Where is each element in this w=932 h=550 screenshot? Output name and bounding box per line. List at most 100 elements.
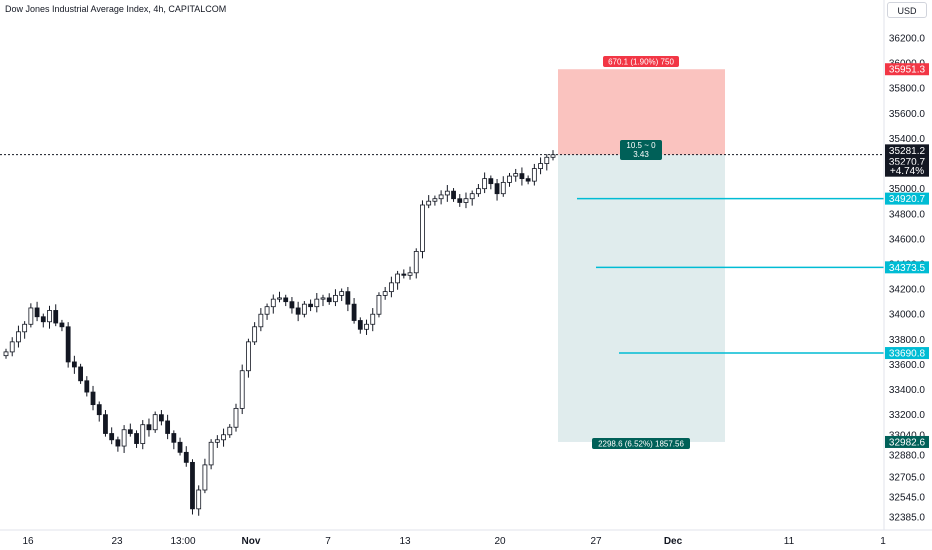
candle [382, 286, 388, 300]
candle [165, 414, 171, 440]
price-axis[interactable]: 36200.036000.035800.035600.035400.035000… [889, 34, 926, 524]
candle [413, 248, 419, 279]
candle [308, 299, 313, 312]
candle [127, 423, 133, 437]
price-tick: 33200.0 [889, 410, 926, 421]
risk-label-text: 670.1 (1.90%) 750 [608, 58, 674, 67]
candle [507, 172, 512, 187]
candle [395, 270, 401, 290]
candle [364, 319, 369, 335]
candle [183, 446, 189, 467]
time-axis[interactable]: 16 23 13:00 Nov 7 13 20 27 Dec 11 1 [22, 536, 886, 547]
candle [115, 436, 121, 452]
candle [140, 420, 146, 450]
price-tick: 34000.0 [889, 310, 926, 321]
time-tick: 1 [880, 536, 886, 547]
chart-title: Dow Jones Industrial Average Index, 4h, … [5, 4, 226, 14]
price-tick: 34200.0 [889, 285, 926, 296]
candle [376, 292, 382, 318]
price-label-last: 35281.2 [885, 144, 929, 157]
svg-text:35281.2: 35281.2 [889, 146, 926, 157]
candle [426, 195, 432, 209]
candle [451, 188, 456, 202]
price-tick: 33400.0 [889, 385, 926, 396]
candle [9, 337, 15, 357]
candle [538, 157, 543, 175]
candle [71, 355, 77, 374]
candle [513, 168, 519, 182]
candle [103, 410, 108, 437]
candle [258, 308, 264, 332]
candle [357, 317, 363, 334]
candle [221, 428, 226, 447]
price-tick: 33600.0 [889, 360, 926, 371]
price-tick: 33800.0 [889, 335, 926, 346]
candle [420, 200, 425, 259]
candle [339, 288, 345, 302]
time-tick: 13 [399, 536, 411, 547]
svg-text:35270.7: 35270.7 [889, 157, 926, 168]
price-tick: 32705.0 [889, 472, 926, 483]
price-tick: 32545.0 [889, 492, 926, 503]
time-tick: 23 [111, 536, 123, 547]
candle [40, 313, 46, 328]
candle [482, 172, 488, 194]
candle [519, 167, 525, 186]
candle [158, 410, 164, 426]
candle [196, 485, 202, 516]
candle [494, 179, 500, 201]
price-label-target: 34920.7 [885, 192, 929, 205]
candle [146, 418, 152, 437]
candle [550, 150, 556, 161]
svg-text:+4.74%: +4.74% [890, 166, 924, 177]
svg-text:35951.3: 35951.3 [889, 65, 926, 76]
candle [283, 294, 289, 307]
candle [531, 163, 537, 186]
candle [246, 338, 251, 378]
candle [277, 291, 282, 303]
currency-button[interactable]: USD [887, 2, 927, 18]
price-tick: 32880.0 [889, 450, 926, 461]
candle [152, 411, 158, 433]
candle [3, 348, 9, 359]
candle [177, 437, 183, 456]
price-tick: 33040.0 [889, 430, 926, 441]
ratio-line-1: 10.5 ~ 0 [626, 141, 656, 150]
candle [22, 321, 28, 339]
candle [53, 304, 59, 327]
reward-label: 2298.6 (6.52%) 1857.56 [592, 438, 690, 449]
price-tick: 34800.0 [889, 209, 926, 220]
candle [351, 298, 357, 324]
change-label: +4.74% [885, 164, 929, 177]
time-tick: 20 [494, 536, 506, 547]
candle [388, 276, 394, 298]
candlestick-series [3, 150, 556, 516]
price-tick: 35800.0 [889, 84, 926, 95]
candle [320, 294, 326, 307]
candle [476, 184, 481, 197]
time-tick: 11 [784, 536, 795, 547]
time-tick: 16 [22, 536, 34, 547]
candle [239, 364, 245, 415]
price-label-target: 34373.5 [885, 261, 929, 274]
candle [214, 435, 220, 448]
candle [370, 308, 376, 332]
candle [345, 286, 351, 312]
ratio-line-2: 3.43 [633, 150, 649, 159]
svg-text:33690.8: 33690.8 [889, 349, 926, 360]
time-tick: 13:00 [170, 536, 195, 547]
candle [295, 301, 301, 322]
take-profit-zone[interactable] [558, 154, 725, 442]
candle [78, 363, 83, 384]
candle [264, 303, 270, 320]
candle [84, 376, 90, 397]
target-lines[interactable] [577, 197, 884, 354]
price-label-stop: 35951.3 [885, 63, 929, 76]
candle [314, 293, 320, 313]
candle [134, 430, 139, 448]
price-label-tp: 32982.6 [885, 435, 929, 448]
candle [463, 192, 469, 209]
candle [47, 305, 52, 329]
candle [407, 266, 413, 280]
